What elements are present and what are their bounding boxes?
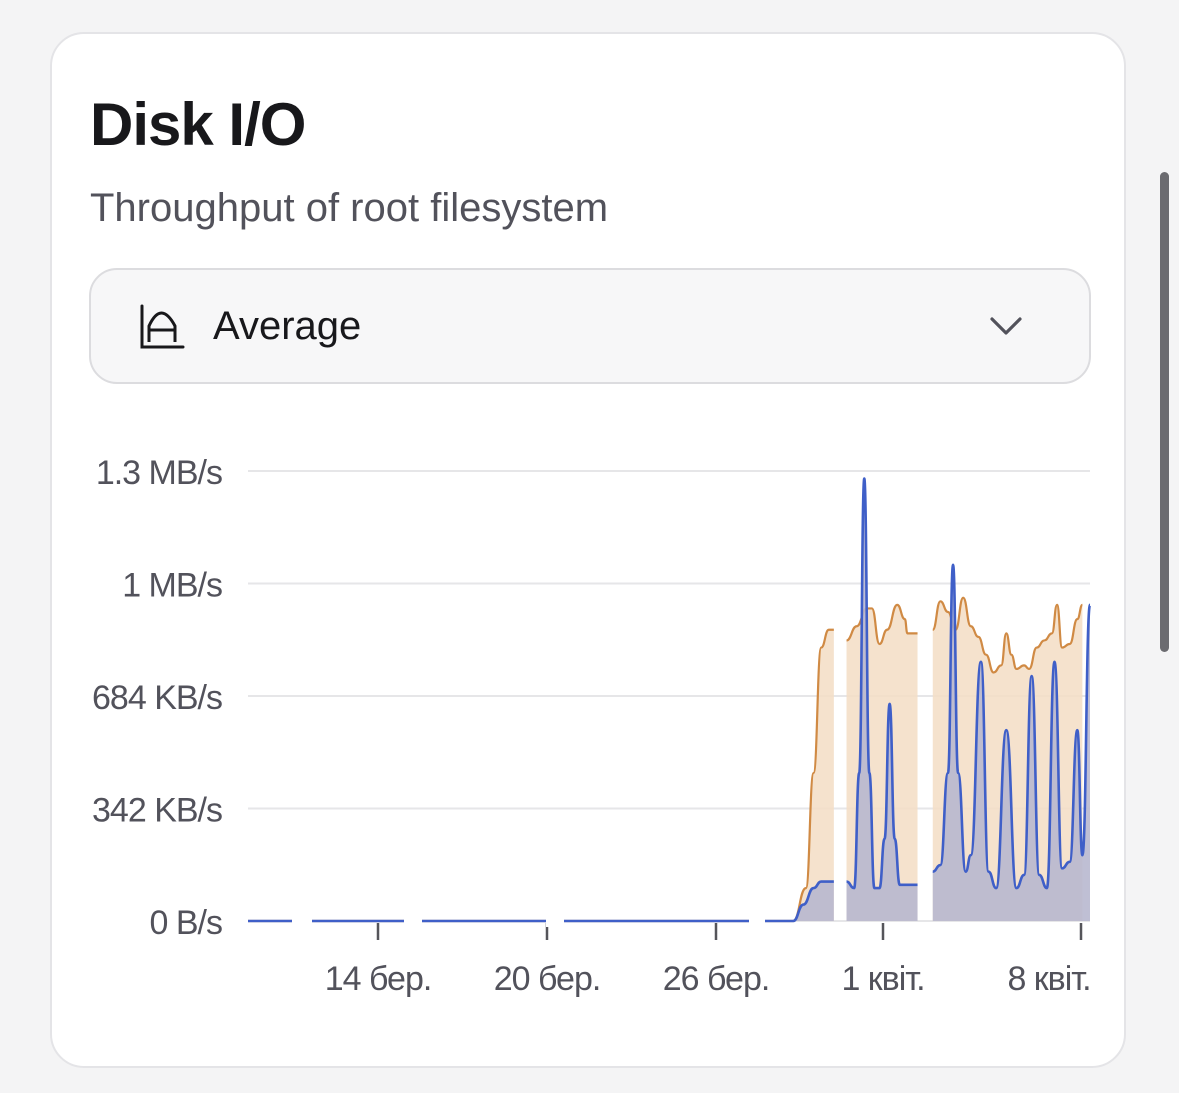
series-1-line-2 bbox=[932, 563, 1092, 890]
scrollbar[interactable] bbox=[1160, 172, 1169, 652]
series-0-line-2 bbox=[931, 596, 1084, 674]
x-tick-label: 8 квіт. bbox=[1007, 960, 1090, 998]
series-0-area-0 bbox=[248, 629, 834, 921]
area-chart-icon bbox=[140, 304, 185, 349]
x-tick-label: 26 бер. bbox=[663, 960, 770, 998]
disk-io-chart: 0 B/s 342 KB/s 684 KB/s 1 MB/s 1.3 MB/s 14 бе… bbox=[52, 434, 1128, 1074]
y-tick-label: 684 KB/s bbox=[92, 679, 222, 717]
card-subtitle: Throughput of root filesystem bbox=[90, 186, 609, 230]
x-tick-label: 1 квіт. bbox=[841, 960, 924, 998]
card-title: Disk I/O bbox=[90, 91, 306, 158]
x-tick-label: 20 бер. bbox=[494, 960, 601, 998]
x-tick-label: 14 бер. bbox=[325, 960, 432, 998]
y-tick-label: 342 KB/s bbox=[92, 792, 222, 830]
chart-svg: 0 B/s 342 KB/s 684 KB/s 1 MB/s 1.3 MB/s 14 бе… bbox=[92, 454, 1092, 998]
series-gap bbox=[749, 915, 765, 927]
series-1-line-1 bbox=[846, 477, 918, 890]
series-gap bbox=[546, 915, 564, 927]
disk-io-card: Disk I/O Throughput of root filesystem A… bbox=[50, 32, 1126, 1068]
aggregation-select-value: Average bbox=[213, 304, 362, 348]
series-0-line-0 bbox=[247, 628, 834, 923]
y-tick-label: 0 B/s bbox=[150, 904, 222, 942]
series-1-area-1 bbox=[846, 478, 918, 921]
series-1-area-0 bbox=[248, 881, 834, 921]
y-tick-label: 1 MB/s bbox=[122, 567, 222, 605]
series-1-line-0 bbox=[247, 880, 834, 923]
series-gap bbox=[404, 915, 422, 927]
chevron-down-icon bbox=[990, 317, 1022, 335]
series-gap bbox=[292, 915, 312, 927]
aggregation-select[interactable]: Average bbox=[89, 268, 1091, 384]
y-tick-label: 1.3 MB/s bbox=[96, 454, 222, 492]
